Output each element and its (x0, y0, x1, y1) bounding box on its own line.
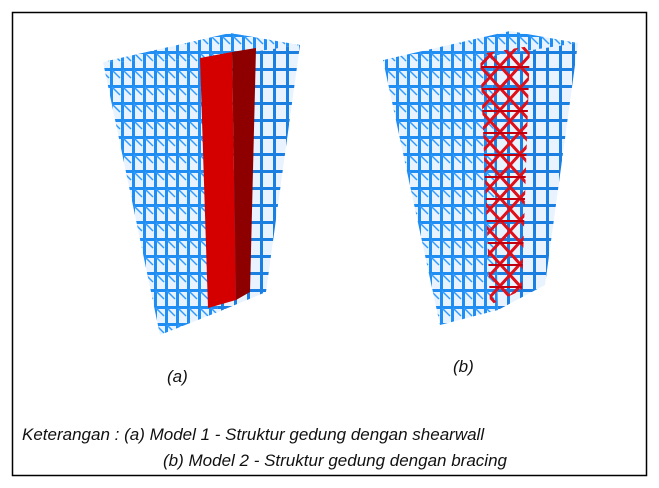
page: {"figure": {"labels": ["(a)", "(b)"], "c… (0, 0, 659, 488)
label-a: (a) (167, 367, 188, 386)
label-b: (b) (453, 357, 474, 376)
figure: (a) (b) Keterangan : (a) Model 1 - Struk… (0, 0, 659, 488)
caption-line: Keterangan : (a) Model 1 - Struktur gedu… (22, 425, 485, 444)
caption-line: (b) Model 2 - Struktur gedung dengan bra… (163, 451, 508, 470)
